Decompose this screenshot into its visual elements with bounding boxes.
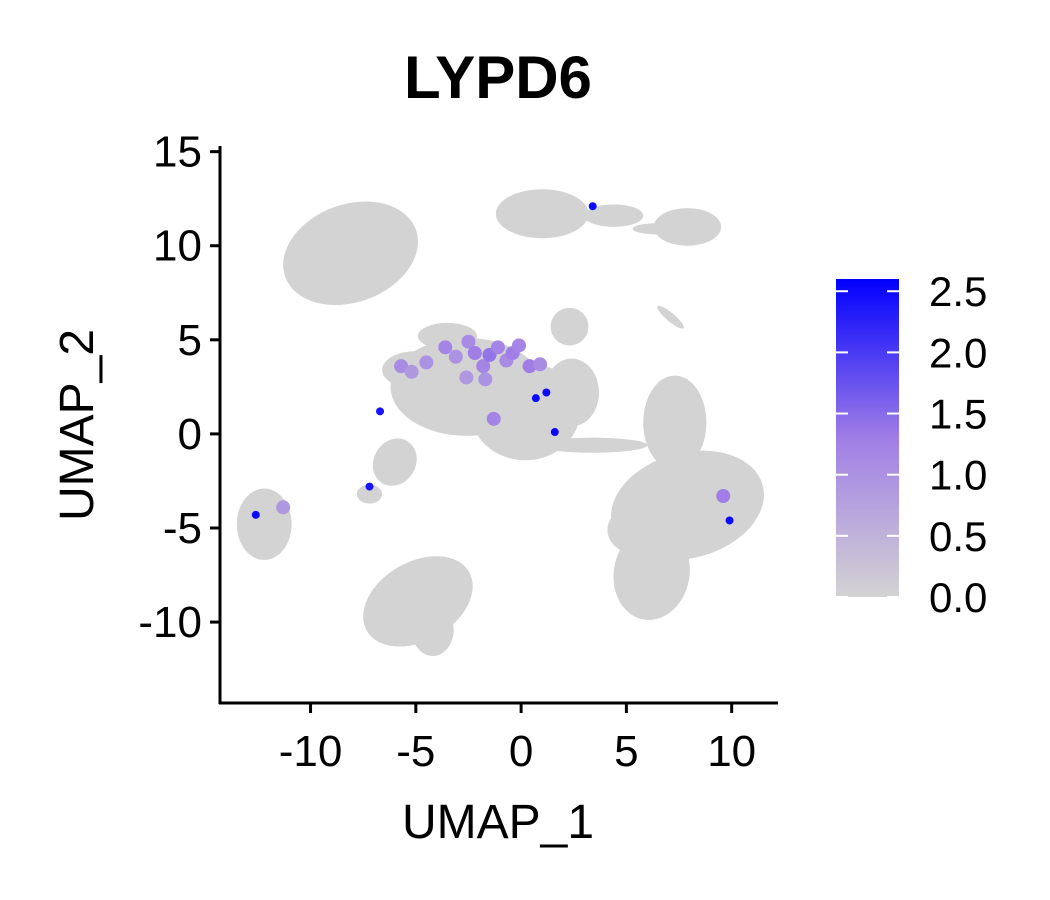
expressing-cell-25 — [251, 510, 260, 519]
colorbar-tick-label: 2.5 — [929, 268, 987, 315]
colorbar-tick-label: 1.0 — [929, 452, 987, 499]
cell-cluster-14 — [372, 438, 417, 486]
y-tick-label: 15 — [153, 128, 202, 177]
x-tick-label: 0 — [509, 727, 533, 776]
cell-cluster-17 — [537, 437, 648, 453]
expressing-cell-20 — [542, 388, 551, 397]
expressing-cell-1 — [404, 364, 419, 379]
expressing-cell-13 — [522, 359, 537, 374]
colorbar — [836, 279, 899, 597]
cell-cluster-16 — [544, 358, 600, 427]
expressing-cell-7 — [476, 359, 491, 374]
colorbar-tick-label: 1.5 — [929, 391, 987, 438]
cell-cluster-4 — [356, 484, 383, 504]
y-tick-label: -5 — [163, 504, 202, 553]
color-legend: 0.0 0.5 1.0 1.5 2.0 2.5 — [836, 268, 987, 621]
chart-title: LYPD6 — [404, 44, 592, 111]
cell-cluster-3 — [236, 488, 292, 560]
expressing-cell-19 — [276, 500, 291, 515]
y-tick-label: 5 — [178, 316, 202, 365]
y-tick-label: -10 — [138, 598, 202, 647]
expressing-cell-12 — [512, 338, 527, 353]
cell-cluster-9 — [550, 307, 589, 346]
expressing-cell-14 — [533, 357, 548, 372]
cell-cluster-10 — [657, 305, 684, 329]
expressing-cell-16 — [478, 372, 493, 387]
expressing-cell-27 — [531, 394, 540, 403]
expressing-cell-18 — [716, 489, 731, 504]
cell-cluster-8 — [632, 223, 684, 235]
x-tick-label: -5 — [396, 727, 435, 776]
cell-cluster-0 — [283, 201, 418, 306]
y-axis-label: UMAP_2 — [51, 329, 104, 521]
x-tick-label: 10 — [707, 727, 756, 776]
expressing-cell-2 — [419, 355, 434, 370]
expressing-cell-9 — [490, 340, 505, 355]
expressing-cell-15 — [486, 411, 501, 426]
colorbar-tick-label: 0.0 — [929, 574, 987, 621]
cell-cluster-7 — [653, 208, 722, 246]
cell-cluster-2 — [411, 603, 454, 656]
expressing-cell-17 — [459, 370, 474, 385]
colorbar-tick-label: 2.0 — [929, 329, 987, 376]
axes: -10 -5 0 5 10 -10 -5 0 5 10 15 — [138, 128, 778, 776]
expressing-cell-22 — [376, 407, 385, 416]
expressing-cell-4 — [448, 349, 463, 364]
cell-cluster-5 — [495, 189, 589, 239]
x-tick-label: -10 — [279, 727, 343, 776]
expressing-cell-3 — [438, 340, 453, 355]
cell-cluster-19 — [643, 375, 707, 470]
y-tick-label: 10 — [153, 222, 202, 271]
expressing-cell-6 — [467, 345, 482, 360]
expressing-cell-0 — [394, 359, 409, 374]
cell-cluster-21 — [607, 505, 667, 555]
y-tick-label: 0 — [178, 410, 202, 459]
expressing-cell-24 — [725, 516, 734, 525]
cell-cluster-6 — [584, 204, 644, 227]
expressing-cell-26 — [365, 482, 374, 491]
colorbar-tick-label: 0.5 — [929, 513, 987, 560]
scatter-points — [236, 189, 764, 656]
x-axis-label: UMAP_1 — [402, 796, 594, 849]
x-tick-label: 5 — [614, 727, 638, 776]
expressing-cell-21 — [550, 428, 559, 437]
expressing-cell-23 — [588, 202, 597, 211]
expressing-cell-5 — [461, 334, 476, 349]
